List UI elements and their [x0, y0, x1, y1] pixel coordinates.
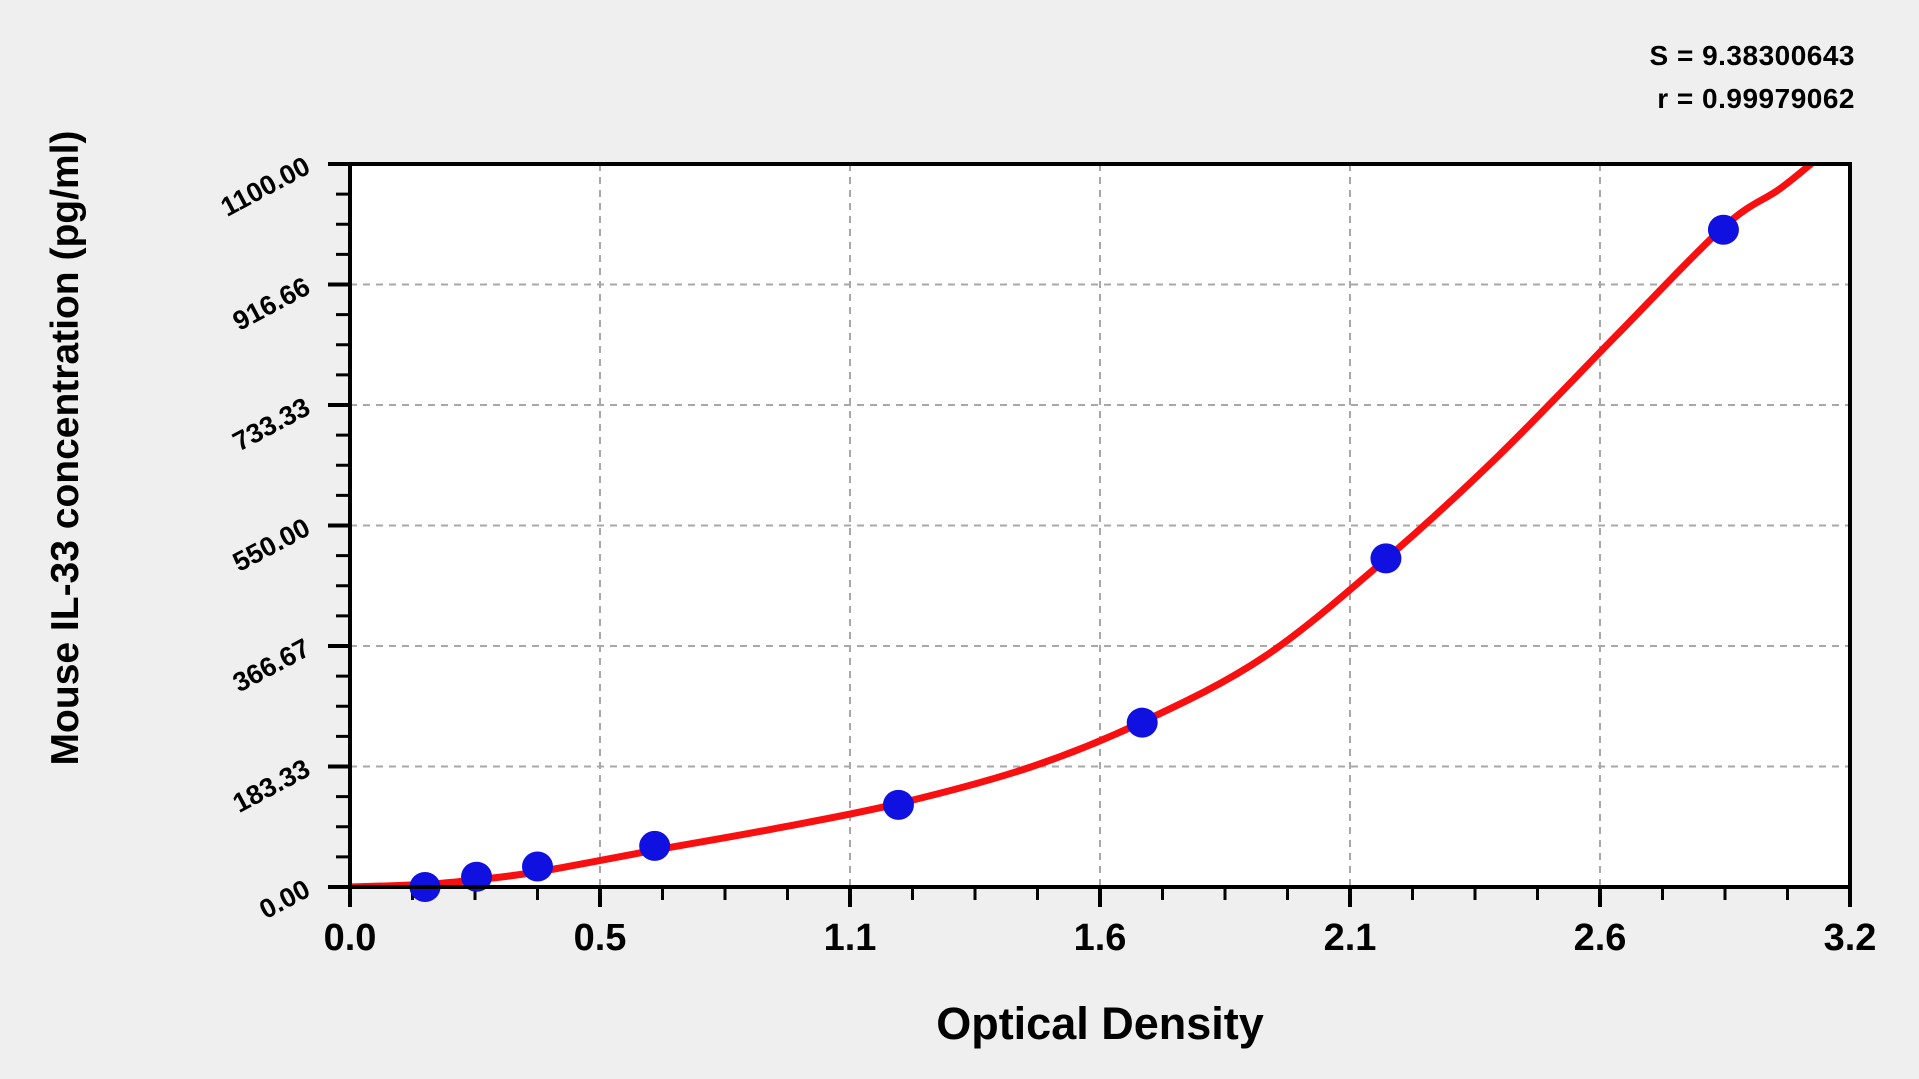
standard-point	[461, 861, 493, 892]
plot-border	[348, 162, 1852, 889]
svg-text:366.67: 366.67	[228, 633, 315, 698]
svg-text:2.1: 2.1	[1324, 917, 1377, 959]
svg-text:550.00: 550.00	[228, 512, 315, 577]
y-tick-labels: 0.00 183.33 366.67 550.00 733.33 916.66 1100.0…	[216, 151, 315, 925]
y-axis-title: Mouse IL-33 concentration (pg/ml)	[44, 130, 87, 766]
svg-text:0.0: 0.0	[324, 917, 377, 959]
svg-text:1.1: 1.1	[824, 917, 877, 959]
svg-text:183.33: 183.33	[228, 753, 315, 818]
fit-statistics: S = 9.38300643 r = 0.99979062	[1649, 34, 1855, 120]
gridlines	[350, 164, 1850, 887]
standard-point	[522, 851, 553, 882]
s-value-text: S = 9.38300643	[1649, 40, 1855, 71]
standard-point	[1370, 543, 1402, 574]
svg-text:3.2: 3.2	[1824, 917, 1877, 959]
svg-text:0.5: 0.5	[574, 917, 627, 959]
standard-point	[882, 789, 914, 820]
svg-text:1100.00: 1100.00	[216, 151, 315, 223]
standard-point	[1126, 707, 1158, 738]
svg-text:733.33: 733.33	[228, 392, 315, 457]
x-axis-title: Optical Density	[936, 998, 1264, 1049]
data-points	[409, 214, 1739, 902]
svg-text:0.00: 0.00	[254, 874, 314, 925]
x-tick-labels: 0.0 0.5 1.1 1.6 2.1 2.6 3.2	[324, 917, 1877, 959]
svg-text:916.66: 916.66	[228, 271, 315, 336]
r-value-text: r = 0.99979062	[1657, 83, 1855, 114]
standard-point	[639, 830, 671, 861]
svg-text:2.6: 2.6	[1574, 917, 1627, 959]
svg-text:1.6: 1.6	[1074, 917, 1127, 959]
standard-point	[1707, 214, 1739, 245]
